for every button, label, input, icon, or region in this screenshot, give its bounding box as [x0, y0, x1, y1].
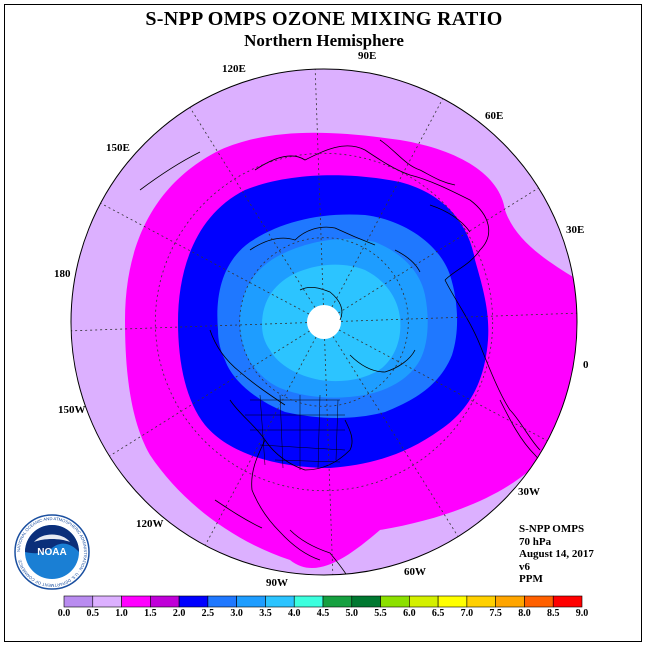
lon-label-180: 180: [54, 268, 71, 280]
noaa-logo-text: NOAA: [37, 547, 66, 558]
polar-night-gap: [307, 305, 341, 339]
colorbar-swatch: [380, 595, 410, 608]
lon-label-120e: 120E: [222, 63, 246, 75]
info-instrument: S-NPP OMPS: [519, 523, 585, 535]
info-block: S-NPP OMPS 70 hPa August 14, 2017 v6 PPM: [519, 523, 594, 586]
lon-label-60w: 60W: [404, 566, 426, 578]
colorbar-tick-label: 7.5: [489, 608, 502, 619]
colorbar-tick-label: 3.5: [259, 608, 272, 619]
colorbar-tick-label: 6.0: [403, 608, 416, 619]
colorbar-tick-label: 1.5: [144, 608, 157, 619]
meridian-line: [71, 322, 308, 332]
lon-label-120w: 120W: [136, 518, 164, 530]
meridian-line: [340, 312, 577, 322]
colorbar-swatch: [466, 595, 496, 608]
colorbar-tick-label: 4.5: [316, 608, 330, 619]
colorbar-tick-label: 5.5: [374, 608, 387, 619]
meridian-line: [109, 330, 310, 457]
colorbar-swatch: [265, 595, 295, 608]
colorbar-swatch: [293, 595, 324, 608]
colorbar-swatch: [552, 595, 583, 608]
map-subtitle: Northern Hemisphere: [244, 31, 404, 50]
colorbar-swatch: [524, 595, 554, 608]
colorbar-tick-label: 0.0: [57, 608, 71, 619]
info-version: v6: [519, 560, 530, 573]
meridian-line: [314, 69, 324, 306]
meridian-line: [338, 187, 539, 314]
colorbar-tick-label: 8.0: [518, 608, 531, 619]
colorbar-swatch: [409, 595, 439, 608]
colorbar-swatch: [236, 595, 266, 608]
colorbar-tick-label: 2.5: [201, 608, 215, 619]
meridian-line: [204, 336, 317, 546]
map-title: S-NPP OMPS OZONE MIXING RATIO: [145, 8, 503, 30]
colorbar-swatch: [63, 595, 94, 608]
noaa-logo: NOAA NATIONAL OCEANIC AND ATMOSPHERIC AD…: [14, 514, 90, 590]
colorbar-swatch: [121, 595, 151, 608]
colorbar-tick-label: 2.0: [172, 608, 186, 619]
meridian-line: [332, 336, 459, 537]
colorbar-tick-label: 1.0: [115, 608, 128, 619]
colorbar-swatch: [150, 595, 180, 608]
lon-label-30w: 30W: [518, 486, 540, 498]
colorbar-tick-label: 6.5: [431, 608, 445, 619]
latitude-circle: [239, 237, 409, 407]
map-boundary: [70, 68, 578, 576]
colorbar-tick-label: 7.0: [460, 608, 474, 619]
colorbar-swatch: [495, 595, 525, 608]
info-pressure-level: 70 hPa: [519, 535, 552, 548]
lon-label-90e: 90E: [358, 50, 377, 62]
colorbar-swatch: [437, 595, 468, 608]
info-date: August 14, 2017: [519, 548, 594, 560]
colorbar-tick-label: 0.5: [86, 608, 100, 619]
meridian-line: [331, 98, 444, 308]
lon-label-150w: 150W: [58, 404, 86, 416]
meridian-line: [324, 338, 334, 575]
lon-label-150e: 150E: [106, 142, 130, 154]
meridian-line: [100, 202, 310, 315]
latitude-circle: [154, 152, 494, 492]
colorbar-swatch: [207, 595, 237, 608]
graticule: [71, 69, 577, 575]
colorbar-swatch: [178, 595, 209, 608]
info-unit: PPM: [519, 573, 543, 585]
colorbar-swatch: [351, 595, 381, 608]
lon-label-30e: 30E: [566, 224, 585, 236]
plot-frame: [4, 4, 642, 642]
colorbar-swatch: [92, 595, 122, 608]
meridian-line: [189, 107, 316, 308]
colorbar-tick-label: 8.5: [546, 608, 560, 619]
colorbar-tick-label: 4.0: [287, 608, 301, 619]
colorbar-tick-label: 5.0: [345, 608, 359, 619]
coastlines: [139, 139, 543, 575]
meridian-line: [338, 329, 548, 442]
colorbar-tick-label: 3.0: [230, 608, 243, 619]
lon-label-60e: 60E: [485, 110, 504, 122]
north-america-grid: [245, 394, 346, 470]
colorbar-tick-label: 9.0: [575, 608, 589, 619]
lon-label-0: 0: [583, 359, 589, 371]
colorbar-swatch: [322, 595, 353, 608]
lon-label-90w: 90W: [266, 577, 288, 589]
